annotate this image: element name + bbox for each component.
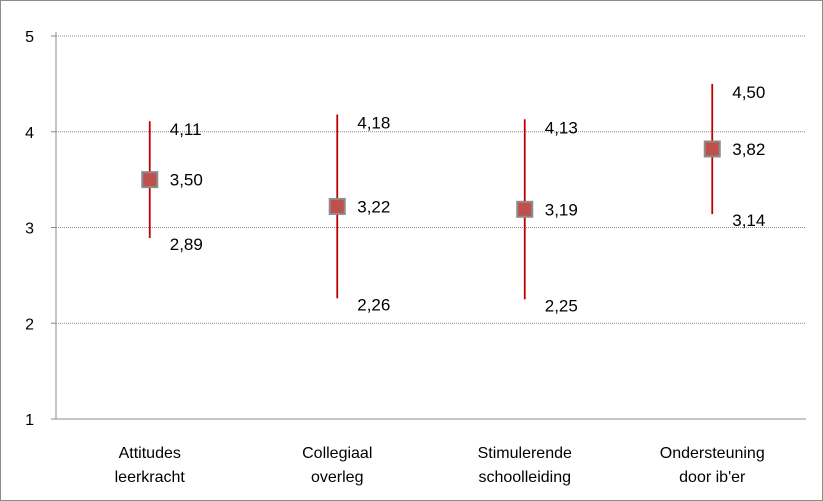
category-label: schoolleiding [478, 469, 571, 486]
category-label: Ondersteuning [660, 445, 765, 462]
mean-marker [703, 140, 721, 158]
mean-value-label: 3,22 [357, 197, 390, 216]
category-label: Stimulerende [478, 445, 572, 462]
mean-value-label: 3,82 [732, 140, 765, 159]
markers [141, 140, 721, 218]
value-labels: 4,11 3,50 2,89 4,18 3,22 2,26 4,13 3,19 2,25 4,50… [170, 83, 766, 315]
gridlines [56, 35, 806, 324]
upper-value-label: 4,50 [732, 83, 765, 102]
upper-value-label: 4,18 [357, 114, 390, 133]
y-tick-label: 3 [25, 221, 34, 238]
upper-value-label: 4,13 [545, 118, 578, 137]
lower-value-label: 2,25 [545, 296, 578, 315]
y-tick-label: 4 [25, 125, 34, 142]
category-label: overleg [311, 469, 363, 486]
mean-marker [328, 197, 346, 215]
axes [51, 32, 806, 420]
y-tick-label: 1 [25, 412, 34, 429]
error-bars [148, 83, 714, 300]
category-label: Attitudes [119, 445, 181, 462]
y-tick-labels: 1 2 3 4 5 [25, 29, 34, 429]
mean-value-label: 3,50 [170, 171, 203, 190]
mean-marker [141, 171, 159, 189]
lower-value-label: 3,14 [732, 211, 765, 230]
category-label: leerkracht [115, 469, 186, 486]
category-label: door ib'er [679, 469, 746, 486]
y-tick-label: 2 [25, 316, 34, 333]
mean-value-label: 3,19 [545, 200, 578, 219]
category-labels: Attitudes leerkracht Collegiaal overleg Stim… [115, 445, 765, 486]
y-tick-label: 5 [25, 29, 34, 46]
lower-value-label: 2,89 [170, 235, 203, 254]
category-label: Collegiaal [302, 445, 372, 462]
mean-marker [516, 200, 534, 218]
lower-value-label: 2,26 [357, 295, 390, 314]
upper-value-label: 4,11 [170, 120, 202, 139]
